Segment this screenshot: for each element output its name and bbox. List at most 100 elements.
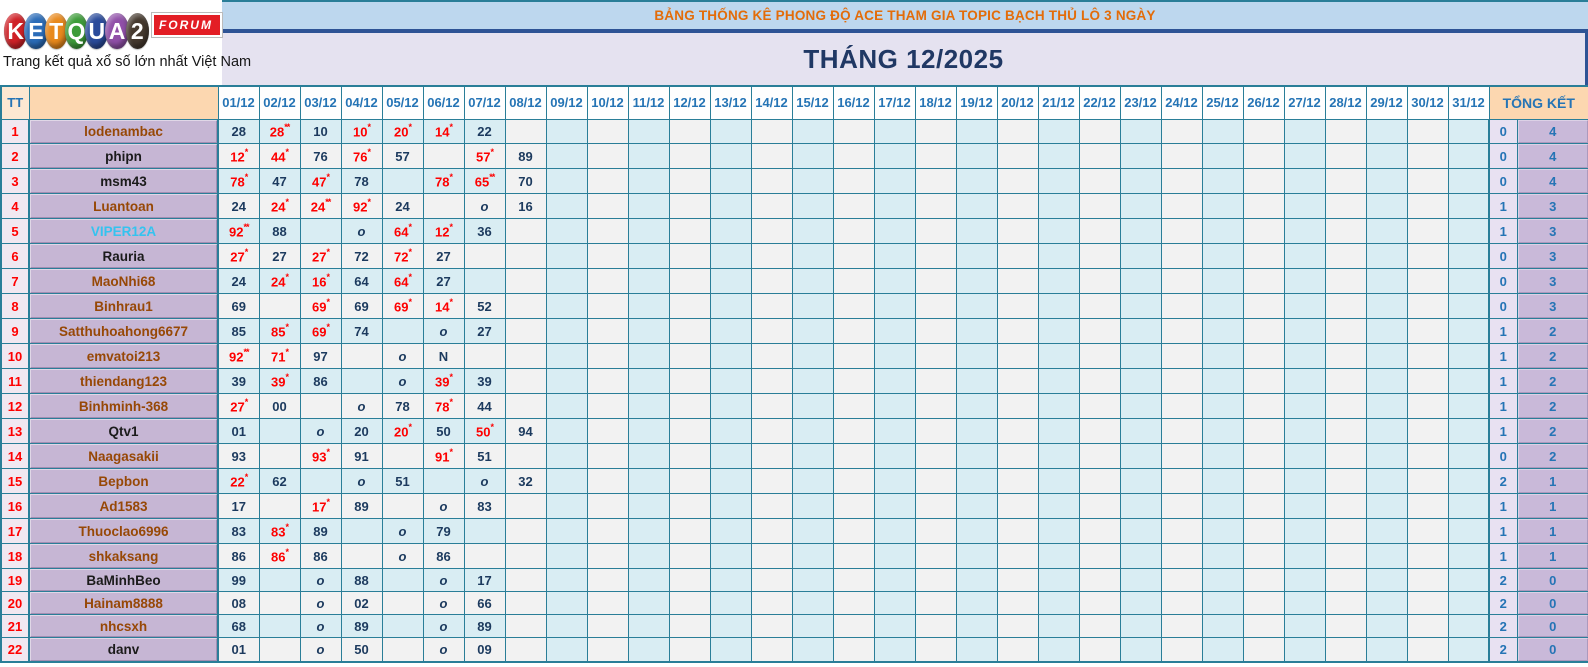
score-cell[interactable] <box>1037 518 1080 545</box>
score-cell[interactable] <box>627 143 670 170</box>
score-cell[interactable]: 62 <box>258 468 301 495</box>
score-cell[interactable] <box>627 243 670 270</box>
username-cell[interactable]: Naagasakii <box>28 443 219 470</box>
summary-left-cell[interactable]: 1 <box>1488 418 1518 445</box>
score-cell[interactable] <box>914 218 957 245</box>
score-cell[interactable] <box>750 518 793 545</box>
score-cell[interactable]: 86 <box>422 543 465 570</box>
score-cell[interactable] <box>791 118 834 145</box>
score-cell[interactable] <box>750 318 793 345</box>
score-cell[interactable] <box>955 568 998 593</box>
score-cell[interactable] <box>1037 218 1080 245</box>
score-cell[interactable] <box>504 218 547 245</box>
score-cell[interactable] <box>873 418 916 445</box>
score-cell[interactable] <box>545 568 588 593</box>
score-cell[interactable] <box>1242 118 1285 145</box>
score-cell[interactable] <box>627 468 670 495</box>
date-header[interactable]: 17/12 <box>873 85 916 120</box>
score-cell[interactable] <box>750 243 793 270</box>
score-cell[interactable] <box>709 493 752 520</box>
score-cell[interactable] <box>258 568 301 593</box>
score-cell[interactable] <box>1447 418 1490 445</box>
score-cell[interactable]: o <box>463 193 506 220</box>
score-cell[interactable] <box>955 468 998 495</box>
score-cell[interactable] <box>709 343 752 370</box>
score-cell[interactable] <box>1078 293 1121 320</box>
score-cell[interactable] <box>1283 614 1326 639</box>
score-cell[interactable] <box>1324 468 1367 495</box>
score-cell[interactable]: 00 <box>258 393 301 420</box>
score-cell[interactable] <box>1037 591 1080 616</box>
row-number-cell[interactable]: 8 <box>0 293 30 320</box>
score-cell[interactable]: 79 <box>422 518 465 545</box>
score-cell[interactable] <box>1078 637 1121 663</box>
score-cell[interactable] <box>709 443 752 470</box>
score-cell[interactable]: 93* <box>299 443 342 470</box>
score-cell[interactable] <box>1406 543 1449 570</box>
score-cell[interactable] <box>873 118 916 145</box>
score-cell[interactable] <box>504 614 547 639</box>
summary-left-cell[interactable]: 1 <box>1488 518 1518 545</box>
date-header[interactable]: 16/12 <box>832 85 875 120</box>
score-cell[interactable] <box>832 393 875 420</box>
score-cell[interactable]: 65** <box>463 168 506 195</box>
score-cell[interactable] <box>1283 193 1326 220</box>
score-cell[interactable] <box>586 293 629 320</box>
score-cell[interactable] <box>832 493 875 520</box>
score-cell[interactable] <box>1283 443 1326 470</box>
score-cell[interactable] <box>914 418 957 445</box>
score-cell[interactable]: 17* <box>299 493 342 520</box>
summary-right-cell[interactable]: 1 <box>1516 518 1588 545</box>
score-cell[interactable] <box>914 193 957 220</box>
score-cell[interactable] <box>873 243 916 270</box>
score-cell[interactable] <box>1037 343 1080 370</box>
score-cell[interactable] <box>1078 368 1121 395</box>
date-header[interactable]: 31/12 <box>1447 85 1490 120</box>
score-cell[interactable] <box>1447 168 1490 195</box>
score-cell[interactable]: 83 <box>217 518 260 545</box>
score-cell[interactable] <box>709 393 752 420</box>
score-cell[interactable] <box>1119 543 1162 570</box>
score-cell[interactable] <box>832 418 875 445</box>
score-cell[interactable] <box>750 268 793 295</box>
score-cell[interactable] <box>832 318 875 345</box>
score-cell[interactable] <box>627 637 670 663</box>
score-cell[interactable] <box>709 193 752 220</box>
score-cell[interactable] <box>1283 368 1326 395</box>
score-cell[interactable] <box>1160 468 1203 495</box>
score-cell[interactable] <box>709 293 752 320</box>
score-cell[interactable] <box>1242 614 1285 639</box>
score-cell[interactable] <box>750 418 793 445</box>
score-cell[interactable] <box>668 518 711 545</box>
username-cell[interactable]: Luantoan <box>28 193 219 220</box>
date-header[interactable]: 14/12 <box>750 85 793 120</box>
score-cell[interactable]: 89 <box>340 614 383 639</box>
score-cell[interactable] <box>1160 343 1203 370</box>
score-cell[interactable] <box>791 343 834 370</box>
score-cell[interactable] <box>955 118 998 145</box>
score-cell[interactable] <box>750 468 793 495</box>
score-cell[interactable]: 20 <box>340 418 383 445</box>
date-header[interactable]: 13/12 <box>709 85 752 120</box>
score-cell[interactable] <box>1324 568 1367 593</box>
score-cell[interactable] <box>1447 193 1490 220</box>
username-cell[interactable]: msm43 <box>28 168 219 195</box>
date-header[interactable]: 27/12 <box>1283 85 1326 120</box>
score-cell[interactable] <box>1037 418 1080 445</box>
score-cell[interactable] <box>668 293 711 320</box>
score-cell[interactable]: 74 <box>340 318 383 345</box>
score-cell[interactable]: 24* <box>258 193 301 220</box>
score-cell[interactable] <box>996 518 1039 545</box>
score-cell[interactable] <box>1406 368 1449 395</box>
score-cell[interactable]: 83* <box>258 518 301 545</box>
score-cell[interactable] <box>1078 468 1121 495</box>
score-cell[interactable] <box>1447 614 1490 639</box>
score-cell[interactable] <box>504 443 547 470</box>
score-cell[interactable] <box>545 518 588 545</box>
score-cell[interactable] <box>914 614 957 639</box>
score-cell[interactable] <box>1406 268 1449 295</box>
score-cell[interactable] <box>914 591 957 616</box>
score-cell[interactable]: 85* <box>258 318 301 345</box>
score-cell[interactable] <box>668 591 711 616</box>
score-cell[interactable] <box>381 493 424 520</box>
